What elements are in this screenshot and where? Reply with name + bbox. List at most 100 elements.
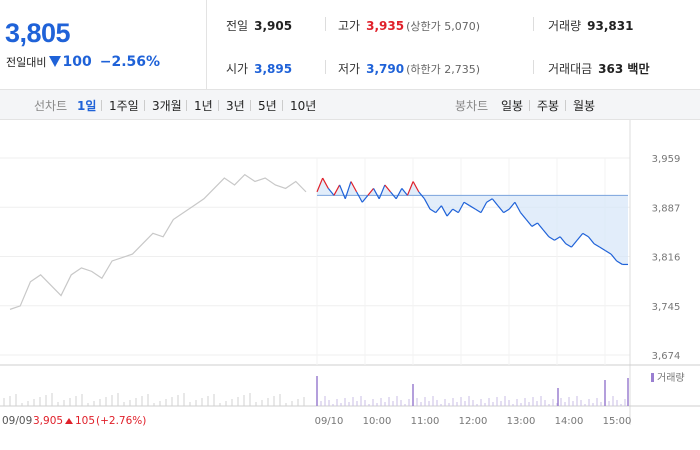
lower-limit: (하한가 2,735) <box>406 63 480 76</box>
price-segment <box>463 201 470 207</box>
period-10y-button[interactable]: 10년 <box>290 99 317 113</box>
price-segment <box>361 194 369 203</box>
period-1w-button[interactable]: 1주일 <box>109 99 139 113</box>
price-segment <box>423 198 431 210</box>
amount-label: 거래대금 <box>548 62 593 76</box>
price-segment <box>480 201 488 213</box>
candle-chart-label: 봉차트 <box>455 99 489 113</box>
current-price: 3,805 <box>5 18 71 48</box>
footer-date: 09/09 <box>2 415 32 427</box>
low-cell: 저가 3,790 (하한가 2,735) <box>338 60 480 77</box>
divider <box>218 100 219 111</box>
change-percent: −2.56% <box>99 54 161 70</box>
price-segment <box>446 208 454 217</box>
price-segment <box>350 181 358 193</box>
price-segment <box>395 188 403 200</box>
price-segment <box>333 184 341 196</box>
high-cell: 고가 3,935 (상한가 5,070) <box>338 17 480 34</box>
period-1y-button[interactable]: 1년 <box>194 99 213 113</box>
price-segment <box>542 229 550 238</box>
price-segment <box>356 191 363 203</box>
volume-value: 93,831 <box>587 19 634 33</box>
price-segment <box>610 253 618 262</box>
price-segment <box>503 208 510 214</box>
change-value: 100 <box>62 54 92 70</box>
footer-close: 3,905 <box>33 415 63 427</box>
candle-daily-button[interactable]: 일봉 <box>501 99 524 113</box>
period-3m-button[interactable]: 3개월 <box>152 99 182 113</box>
volume-legend-swatch <box>651 373 654 382</box>
prev-close-value: 3,905 <box>254 19 293 33</box>
price-segment <box>525 219 533 227</box>
divider <box>282 100 283 111</box>
price-segment <box>322 177 329 189</box>
change-row: 전일대비 100 −2.56% <box>6 54 160 70</box>
price-segment <box>475 208 482 214</box>
y-axis: 3,959 3,887 3,816 3,745 3,674 <box>652 154 681 362</box>
y-tick-label: 3,745 <box>652 302 681 313</box>
price-segment <box>316 177 324 193</box>
price-box: 3,805 전일대비 100 −2.56% <box>0 0 207 90</box>
period-1d-button[interactable]: 1일 <box>77 99 97 113</box>
price-segment <box>429 208 437 214</box>
price-segment <box>469 205 476 210</box>
divider <box>144 100 145 111</box>
down-triangle-icon <box>49 56 62 67</box>
high-label: 고가 <box>338 19 361 33</box>
x-tick-label: 13:00 <box>507 416 536 427</box>
line-chart-label: 선차트 <box>34 99 68 113</box>
price-segment <box>605 250 612 255</box>
open-cell: 시가 3,895 <box>226 60 292 77</box>
price-segment <box>418 191 425 200</box>
low-value: 3,790 <box>366 62 405 76</box>
divider <box>325 60 326 74</box>
candle-weekly-button[interactable]: 주봉 <box>537 99 560 113</box>
high-value: 3,935 <box>366 19 405 33</box>
divider <box>250 100 251 111</box>
price-segment <box>373 188 380 200</box>
price-segment <box>384 184 391 193</box>
price-segment <box>548 236 555 241</box>
divider <box>101 100 102 111</box>
volume-label: 거래량 <box>548 19 582 33</box>
volume-cell: 거래량 93,831 <box>548 17 633 34</box>
divider <box>529 100 530 111</box>
price-segment <box>486 198 493 203</box>
y-tick-label: 3,887 <box>652 203 681 214</box>
period-5y-button[interactable]: 5년 <box>258 99 277 113</box>
price-segment <box>344 181 352 199</box>
price-segment <box>531 222 538 227</box>
price-segment <box>327 188 335 196</box>
prev-close-cell: 전일 3,905 <box>226 17 292 34</box>
y-tick-label: 3,959 <box>652 154 681 165</box>
price-chart[interactable]: 3,959 3,887 3,816 3,745 3,674 09/10 10:00 11:0… <box>0 120 700 450</box>
price-segment <box>587 236 595 245</box>
price-segment <box>339 184 346 200</box>
price-segment <box>378 184 386 200</box>
y-tick-label: 3,674 <box>652 351 681 362</box>
prev-day-line <box>9 173 307 310</box>
x-tick-label: 15:00 <box>603 416 632 427</box>
period-3y-button[interactable]: 3년 <box>226 99 245 113</box>
x-tick-label: 10:00 <box>363 416 392 427</box>
price-segment <box>367 188 375 196</box>
price-lines <box>9 173 628 310</box>
price-segment <box>565 243 572 248</box>
footer-change: 105 <box>75 415 95 427</box>
upper-limit: (상한가 5,070) <box>406 20 480 33</box>
price-segment <box>491 198 499 207</box>
price-segment <box>440 205 448 217</box>
low-label: 저가 <box>338 62 361 76</box>
price-segment <box>559 236 567 245</box>
price-segment <box>457 201 465 213</box>
price-segment <box>401 188 408 196</box>
volume-legend-label: 거래량 <box>657 372 685 384</box>
quote-panel: 3,805 전일대비 100 −2.56% 전일 3,905 고가 3,935 (상한가 … <box>0 0 700 90</box>
price-segment <box>497 205 505 213</box>
below-prev-close-fill <box>317 178 628 265</box>
change-label: 전일대비 <box>6 56 47 69</box>
price-segment <box>537 222 544 231</box>
candle-monthly-button[interactable]: 월봉 <box>573 99 596 113</box>
x-tick-label: 09/10 <box>315 416 344 427</box>
prev-close-label: 전일 <box>226 19 249 33</box>
